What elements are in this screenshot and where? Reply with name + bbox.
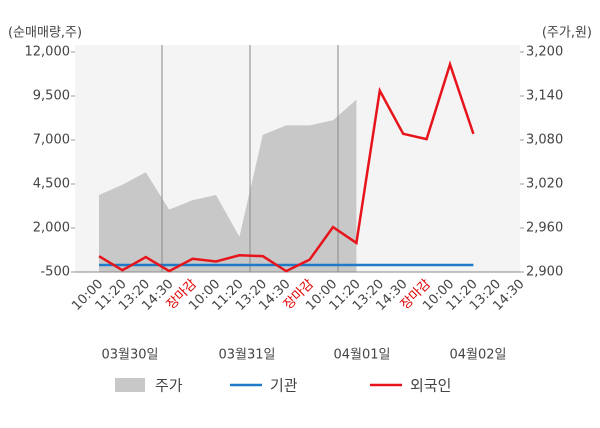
- date-label: 03월31일: [218, 348, 275, 363]
- line: [98, 60, 475, 273]
- y2-tick-label: 2,960: [526, 221, 563, 236]
- legend-swatch: [115, 378, 145, 392]
- y-tick-label: 2,000: [33, 221, 70, 236]
- y2-tick-label: 3,080: [526, 133, 563, 148]
- y-tick-label: -500: [40, 265, 70, 280]
- y2-tick-label: 3,200: [526, 45, 563, 60]
- date-label: 04월02일: [449, 348, 506, 363]
- y2-tick-label: 3,020: [526, 177, 563, 192]
- y-tick-label: 12,000: [25, 45, 71, 60]
- date-label: 03월30일: [101, 348, 158, 363]
- legend-label: 주가: [155, 377, 183, 395]
- y2-tick-label: 2,900: [526, 265, 563, 280]
- date-label: 04월01일: [333, 348, 390, 363]
- plot-area: [99, 99, 357, 273]
- legend-label: 기관: [270, 377, 298, 395]
- area: [99, 99, 357, 273]
- y-axis-title: (순매매량,주): [8, 26, 82, 41]
- legend-label: 외국인: [410, 377, 451, 395]
- y-tick-label: 9,500: [33, 89, 70, 104]
- y-tick-label: 4,500: [33, 177, 70, 192]
- y2-axis-title: (주가,원): [542, 26, 592, 41]
- y2-tick-label: 3,140: [526, 89, 563, 104]
- y-tick-label: 7,000: [33, 133, 70, 148]
